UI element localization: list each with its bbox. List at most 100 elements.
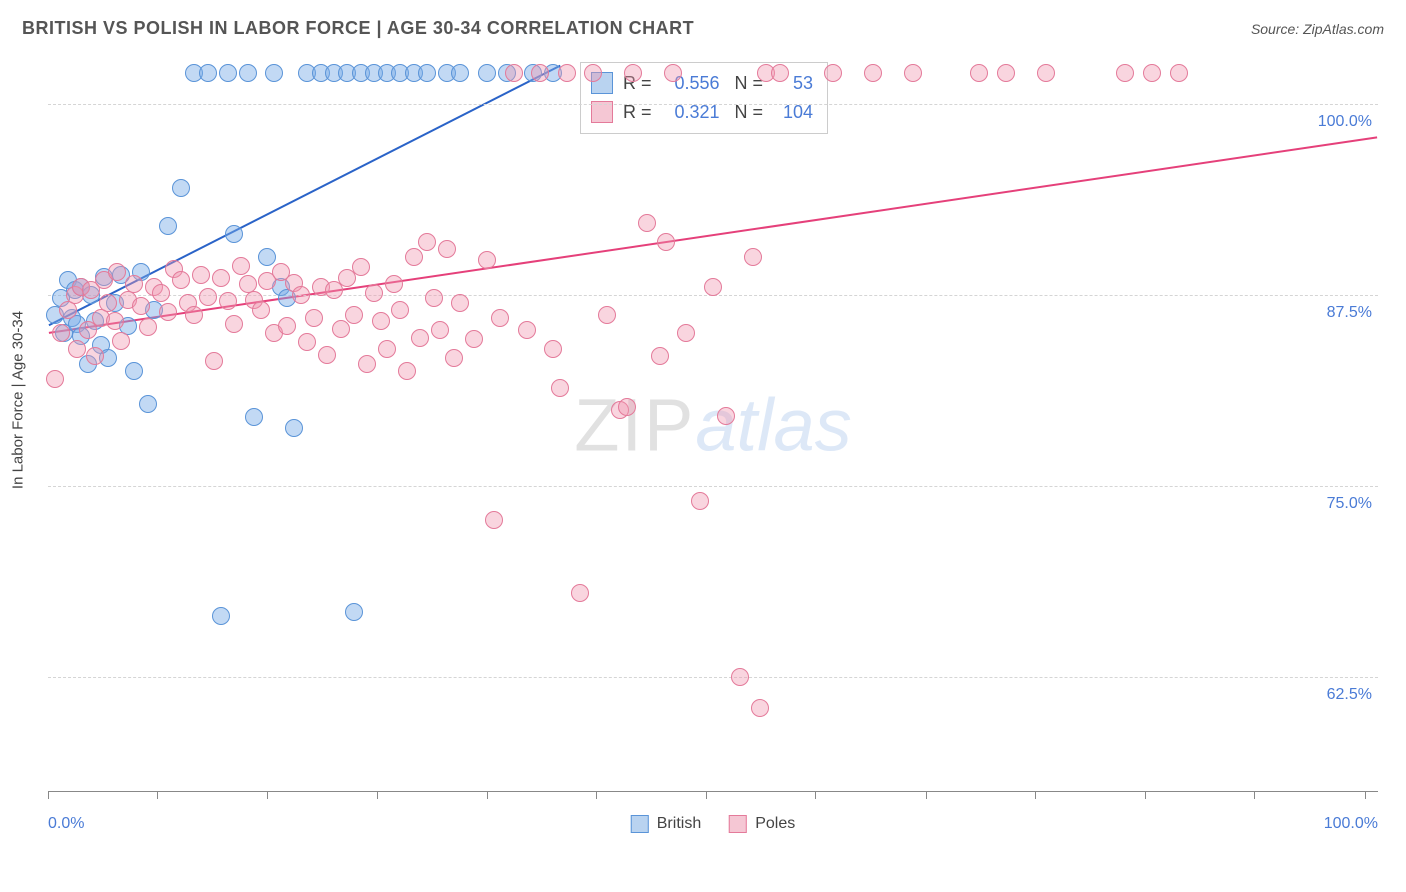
x-tick — [1365, 791, 1366, 799]
stat-r-value: 0.321 — [662, 98, 720, 127]
scatter-point — [478, 251, 496, 269]
legend-label: British — [657, 815, 701, 833]
scatter-point — [438, 240, 456, 258]
scatter-point — [824, 64, 842, 82]
scatter-point — [571, 584, 589, 602]
stat-n-label: N = — [730, 98, 764, 127]
scatter-point — [651, 347, 669, 365]
x-tick — [267, 791, 268, 799]
scatter-point — [265, 64, 283, 82]
y-tick-label: 75.0% — [1327, 495, 1372, 513]
scatter-point — [704, 278, 722, 296]
x-tick — [487, 791, 488, 799]
scatter-point — [152, 284, 170, 302]
scatter-point — [864, 64, 882, 82]
correlation-legend-row: R =0.321 N =104 — [591, 98, 813, 127]
scatter-point — [86, 347, 104, 365]
scatter-point — [771, 64, 789, 82]
scatter-point — [638, 214, 656, 232]
y-tick-label: 100.0% — [1318, 113, 1372, 131]
source-label: Source: ZipAtlas.com — [1251, 21, 1384, 37]
scatter-point — [132, 297, 150, 315]
scatter-point — [199, 288, 217, 306]
scatter-point — [518, 321, 536, 339]
scatter-point — [46, 370, 64, 388]
scatter-point — [751, 699, 769, 717]
scatter-point — [318, 346, 336, 364]
scatter-point — [1037, 64, 1055, 82]
scatter-point — [192, 266, 210, 284]
scatter-point — [298, 333, 316, 351]
scatter-point — [52, 324, 70, 342]
x-tick — [1145, 791, 1146, 799]
scatter-point — [219, 64, 237, 82]
scatter-point — [731, 668, 749, 686]
y-tick-label: 62.5% — [1327, 686, 1372, 704]
scatter-point — [68, 340, 86, 358]
series-legend: British Poles — [631, 815, 795, 833]
scatter-point — [232, 257, 250, 275]
x-tick — [1254, 791, 1255, 799]
scatter-point — [418, 233, 436, 251]
scatter-point — [418, 64, 436, 82]
watermark-part2: atlas — [695, 383, 851, 466]
scatter-point — [531, 64, 549, 82]
scatter-point — [657, 233, 675, 251]
scatter-point — [258, 248, 276, 266]
scatter-point — [225, 225, 243, 243]
x-tick — [815, 791, 816, 799]
scatter-point — [485, 511, 503, 529]
scatter-point — [491, 309, 509, 327]
watermark-part1: ZIP — [574, 383, 695, 466]
scatter-point — [278, 317, 296, 335]
scatter-point — [544, 340, 562, 358]
scatter-point — [378, 340, 396, 358]
scatter-point — [108, 263, 126, 281]
scatter-point — [451, 294, 469, 312]
x-tick — [1035, 791, 1036, 799]
scatter-point — [112, 332, 130, 350]
x-tick — [48, 791, 49, 799]
scatter-point — [624, 64, 642, 82]
scatter-point — [551, 379, 569, 397]
scatter-point — [225, 315, 243, 333]
scatter-point — [691, 492, 709, 510]
scatter-point — [212, 607, 230, 625]
y-tick-label: 87.5% — [1327, 304, 1372, 322]
legend-label: Poles — [755, 815, 795, 833]
x-axis-max-label: 100.0% — [1324, 815, 1378, 833]
scatter-point — [904, 64, 922, 82]
scatter-point — [391, 301, 409, 319]
scatter-point — [1170, 64, 1188, 82]
scatter-point — [970, 64, 988, 82]
chart-title: BRITISH VS POLISH IN LABOR FORCE | AGE 3… — [22, 18, 694, 39]
scatter-point — [411, 329, 429, 347]
scatter-point — [352, 258, 370, 276]
watermark: ZIPatlas — [574, 382, 851, 467]
scatter-point — [332, 320, 350, 338]
legend-swatch — [729, 815, 747, 833]
title-bar: BRITISH VS POLISH IN LABOR FORCE | AGE 3… — [22, 18, 1384, 39]
scatter-point — [252, 301, 270, 319]
scatter-point — [372, 312, 390, 330]
scatter-point — [598, 306, 616, 324]
scatter-point — [285, 419, 303, 437]
trend-lines — [48, 58, 1378, 791]
scatter-point — [219, 292, 237, 310]
stat-n-value: 104 — [773, 98, 813, 127]
scatter-point — [618, 398, 636, 416]
scatter-point — [677, 324, 695, 342]
scatter-point — [185, 306, 203, 324]
scatter-point — [451, 64, 469, 82]
legend-swatch — [631, 815, 649, 833]
scatter-point — [245, 408, 263, 426]
scatter-point — [431, 321, 449, 339]
scatter-point — [744, 248, 762, 266]
scatter-point — [717, 407, 735, 425]
x-tick — [706, 791, 707, 799]
scatter-point — [405, 248, 423, 266]
scatter-point — [292, 286, 310, 304]
gridline — [48, 677, 1378, 678]
scatter-point — [172, 271, 190, 289]
scatter-point — [664, 64, 682, 82]
